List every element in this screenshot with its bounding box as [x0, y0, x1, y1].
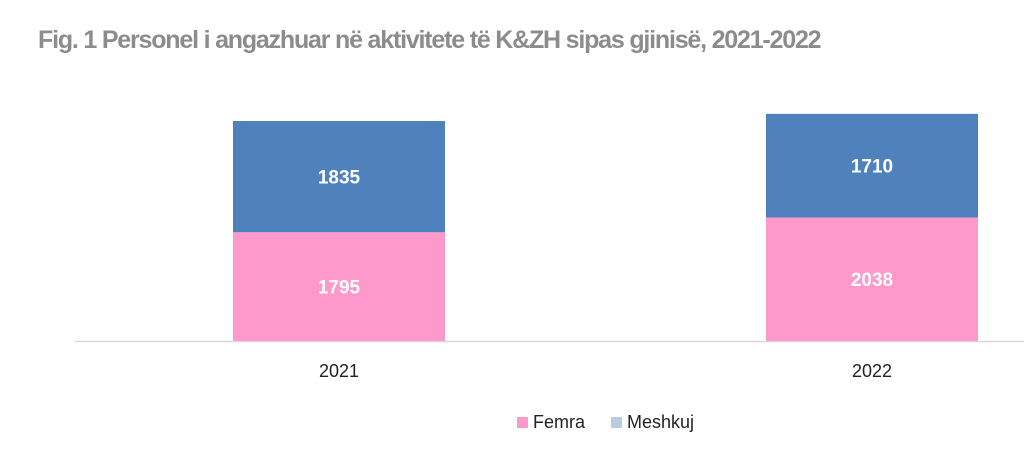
- x-tick-labels: 2021 2022: [319, 361, 892, 381]
- data-label-meshkuj-2022: 1710: [851, 157, 893, 178]
- bar-meshkuj-2022: [766, 113, 978, 218]
- legend-label-meshkuj: Meshkuj: [627, 412, 694, 432]
- chart-title: Fig. 1 Personel i angazhuar në aktivitet…: [38, 26, 822, 54]
- bar-femra-2022: [766, 217, 978, 341]
- data-label-femra-2021: 1795: [318, 278, 361, 299]
- legend-swatch-meshkuj: [611, 417, 622, 428]
- bar-femra-2021: [233, 232, 445, 341]
- legend-swatch-femra: [517, 417, 528, 428]
- legend-label-femra: Femra: [533, 412, 586, 432]
- bar-meshkuj-2021: [233, 121, 445, 233]
- bars-group: 1795 1835 2038 1710: [233, 113, 978, 341]
- data-label-femra-2022: 2038: [851, 270, 893, 291]
- x-tick-label-2021: 2021: [319, 361, 359, 381]
- legend: Femra Meshkuj: [517, 412, 694, 432]
- data-label-meshkuj-2021: 1835: [318, 168, 361, 189]
- x-tick-label-2022: 2022: [852, 361, 892, 381]
